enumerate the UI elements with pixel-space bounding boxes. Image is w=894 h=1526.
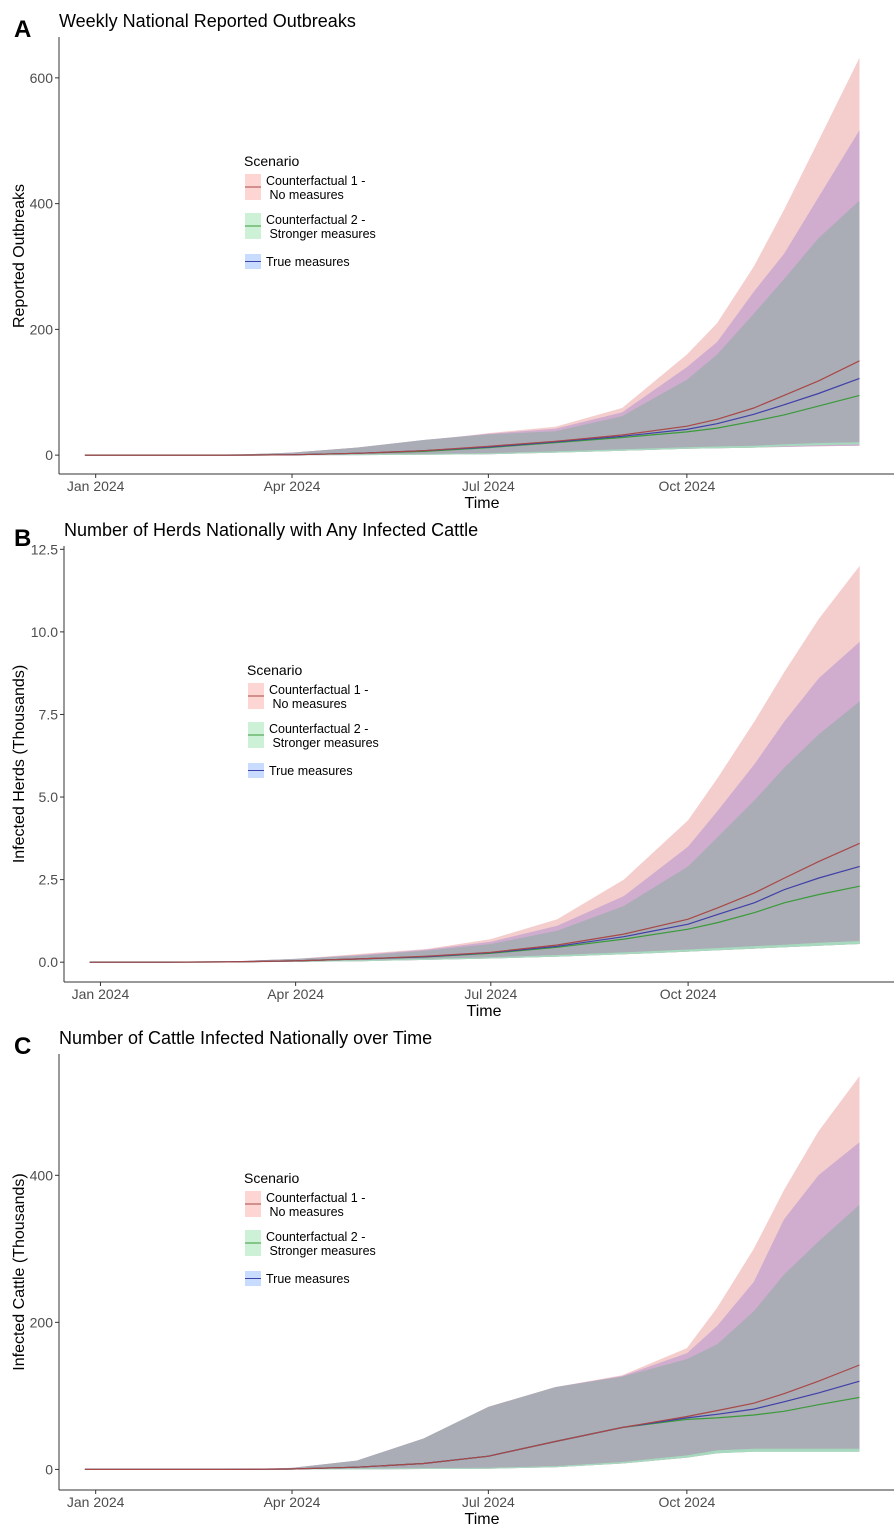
y-tick-label-c: 200 [30,1314,54,1330]
legend-label-cf1-line2-c: No measures [266,1205,344,1219]
plot-area-b [89,565,860,963]
y-tick-label-a: 600 [30,70,54,86]
legend-label-true-c: True measures [266,1272,350,1286]
x-axis-title-a: Time [465,495,500,512]
legend-label-cf1-line1-b: Counterfactual 1 - [269,683,368,697]
y-axis-title-c: Infected Cattle (Thousands) [11,1173,28,1370]
legend-label-cf2-line1-c: Counterfactual 2 - [266,1230,365,1244]
y-tick-label-c: 0 [45,1461,53,1477]
legend-label-true-a: True measures [266,255,350,269]
ribbon-cf2-c [84,1204,860,1470]
panel-c: C Number of Cattle Infected Nationally o… [11,1028,894,1526]
x-tick-label-c: Jul 2024 [462,1494,515,1510]
y-tick-label-b: 0.0 [39,954,59,970]
panel-b: B Number of Herds Nationally with Any In… [11,520,894,1020]
axis-ticks-c: 0 200 400 Jan 2024 Apr 2024 Jul 2024 Oct 2024 [30,1167,716,1510]
legend-c: Scenario Counterfactual 1 - No measures … [244,1170,376,1286]
legend-label-cf2-line1-b: Counterfactual 2 - [269,722,368,736]
y-tick-label-b: 5.0 [39,789,59,805]
x-tick-label-b: Jan 2024 [72,986,130,1002]
legend-title-b: Scenario [247,662,302,678]
panel-letter-a: A [14,16,31,43]
ribbon-cf2-a [84,200,860,456]
axis-ticks-b: 0.0 2.5 5.0 7.5 10.0 12.5 Jan 2024 Apr 2024 Jul … [31,541,717,1002]
x-axis-title-c: Time [465,1511,500,1526]
x-tick-label-a: Oct 2024 [658,478,715,494]
x-tick-label-b: Apr 2024 [267,986,324,1002]
x-axis-title-b: Time [467,1003,502,1020]
legend-label-cf2-line2-a: Stronger measures [266,227,376,241]
legend-label-true-b: True measures [269,764,353,778]
x-tick-label-b: Jul 2024 [464,986,517,1002]
plot-area-a [84,57,860,456]
y-axis-title-b: Infected Herds (Thousands) [11,665,28,863]
legend-label-cf1-line2-b: No measures [269,697,347,711]
axis-ticks-a: 0 200 400 600 Jan 2024 Apr 2024 Jul 2024 Oct 20… [30,70,716,494]
y-tick-label-b: 2.5 [39,872,59,888]
median-line-cf1-c [84,1364,860,1470]
x-tick-label-c: Apr 2024 [264,1494,321,1510]
legend-label-cf1-line2-a: No measures [266,188,344,202]
plot-area-c [84,1076,860,1470]
panel-letter-c: C [14,1033,31,1060]
legend-title-c: Scenario [244,1170,299,1186]
y-tick-label-a: 200 [30,321,54,337]
y-tick-label-a: 0 [45,447,53,463]
legend-label-cf2-line1-a: Counterfactual 2 - [266,213,365,227]
ribbon-lower-tint-b [89,941,860,963]
panel-letter-b: B [14,525,31,552]
y-tick-label-c: 400 [30,1167,54,1183]
x-tick-label-b: Oct 2024 [660,986,717,1002]
y-tick-label-b: 10.0 [31,624,58,640]
legend-b: Scenario Counterfactual 1 - No measures … [247,662,379,778]
legend-label-cf1-line1-a: Counterfactual 1 - [266,174,365,188]
ribbon-lower-tint-c [84,1448,860,1470]
legend-a: Scenario Counterfactual 1 - No measures … [244,153,376,269]
median-line-cf1-a [84,360,860,456]
panel-a: A Weekly National Reported Outbreaks 0 20… [11,11,894,512]
x-tick-label-c: Jan 2024 [67,1494,125,1510]
x-tick-label-a: Jul 2024 [462,478,515,494]
ribbon-cf2-b [89,701,860,963]
y-tick-label-a: 400 [30,196,54,212]
median-line-cf1-b [89,842,860,963]
chart-title-c: Number of Cattle Infected Nationally ove… [59,1028,432,1048]
y-tick-label-b: 12.5 [31,541,58,557]
chart-title-b: Number of Herds Nationally with Any Infe… [64,520,478,540]
x-tick-label-a: Jan 2024 [67,478,125,494]
chart-title-a: Weekly National Reported Outbreaks [59,11,356,31]
x-tick-label-a: Apr 2024 [264,478,321,494]
y-axis-title-a: Reported Outbreaks [11,184,28,328]
legend-label-cf2-line2-b: Stronger measures [269,736,379,750]
x-tick-label-c: Oct 2024 [658,1494,715,1510]
legend-label-cf2-line2-c: Stronger measures [266,1244,376,1258]
legend-title-a: Scenario [244,153,299,169]
y-tick-label-b: 7.5 [39,706,59,722]
legend-label-cf1-line1-c: Counterfactual 1 - [266,1191,365,1205]
